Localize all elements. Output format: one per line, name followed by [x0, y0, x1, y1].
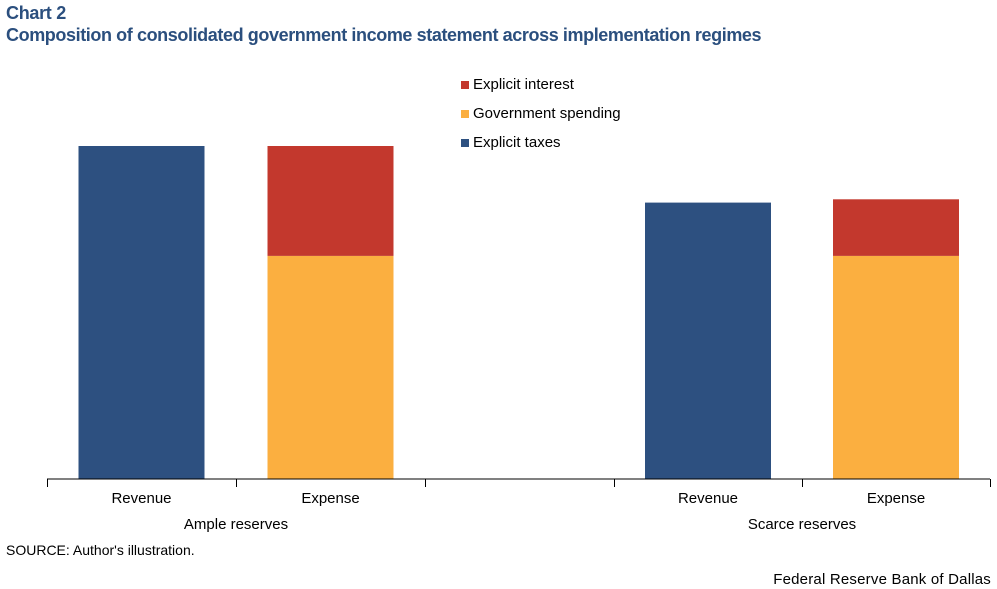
x-tick-label: Revenue	[111, 490, 171, 507]
bar-explicit-taxes-0	[78, 146, 205, 479]
x-axis: Revenue Expense Revenue Expense Ample reserv…	[47, 478, 991, 533]
legend-label: Government spending	[473, 105, 621, 122]
chart-label: Chart 2	[6, 3, 66, 23]
legend-swatch	[461, 81, 469, 89]
x-tick-label: Expense	[301, 490, 359, 507]
bar-government-spending-3	[833, 255, 959, 479]
x-tick-label: Expense	[867, 490, 925, 507]
footer-credit: Federal Reserve Bank of Dallas	[773, 571, 991, 588]
legend-label: Explicit taxes	[473, 134, 561, 151]
x-group-label: Ample reserves	[184, 516, 288, 533]
source-note: SOURCE: Author's illustration.	[6, 542, 195, 558]
chart-title: Composition of consolidated government i…	[6, 25, 762, 45]
legend-swatch	[461, 110, 469, 118]
legend-label: Explicit interest	[473, 76, 575, 93]
bar-explicit-interest-1	[267, 146, 394, 256]
legend: Explicit interest Government spending Expl…	[461, 76, 621, 151]
bar-government-spending-1	[267, 255, 394, 479]
legend-swatch	[461, 139, 469, 147]
x-group-label: Scarce reserves	[748, 516, 856, 533]
x-tick-label: Revenue	[678, 490, 738, 507]
bar-explicit-interest-3	[833, 199, 959, 256]
bar-explicit-taxes-2	[645, 202, 771, 479]
bars-layer	[78, 146, 959, 479]
